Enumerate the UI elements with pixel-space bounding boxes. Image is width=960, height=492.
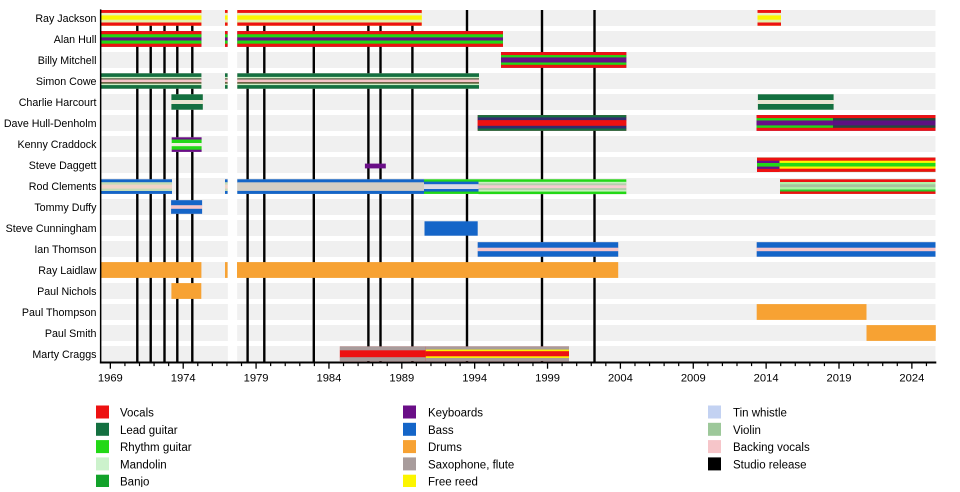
svg-text:Violin: Violin [733, 425, 761, 437]
svg-text:Mandolin: Mandolin [120, 459, 167, 471]
svg-text:Tin whistle: Tin whistle [733, 408, 787, 420]
svg-text:Backing vocals: Backing vocals [733, 442, 810, 454]
svg-text:Dave Hull-Denholm: Dave Hull-Denholm [4, 118, 97, 130]
svg-text:Ray Laidlaw: Ray Laidlaw [38, 265, 96, 277]
svg-text:Paul Smith: Paul Smith [45, 328, 97, 340]
svg-text:1974: 1974 [171, 372, 196, 384]
svg-text:Ian Thomson: Ian Thomson [34, 244, 96, 256]
svg-text:1969: 1969 [98, 372, 123, 384]
svg-text:Banjo: Banjo [120, 477, 149, 487]
svg-text:Simon Cowe: Simon Cowe [36, 76, 97, 88]
svg-text:Paul Nichols: Paul Nichols [37, 286, 96, 298]
svg-text:Steve Daggett: Steve Daggett [29, 160, 97, 172]
svg-text:Vocals: Vocals [120, 408, 154, 420]
svg-text:Steve Cunningham: Steve Cunningham [6, 223, 97, 235]
svg-text:1984: 1984 [316, 372, 341, 384]
svg-text:Studio release: Studio release [733, 459, 807, 471]
svg-text:1979: 1979 [244, 372, 269, 384]
svg-text:Free reed: Free reed [428, 477, 478, 487]
svg-text:Ray Jackson: Ray Jackson [35, 13, 96, 25]
svg-text:Drums: Drums [428, 442, 462, 454]
svg-text:1989: 1989 [389, 372, 414, 384]
svg-text:2004: 2004 [608, 372, 633, 384]
svg-text:Tommy Duffy: Tommy Duffy [34, 202, 97, 214]
svg-text:Keyboards: Keyboards [428, 408, 483, 420]
svg-text:Billy Mitchell: Billy Mitchell [38, 55, 97, 67]
svg-text:2009: 2009 [681, 372, 706, 384]
svg-text:Saxophone, flute: Saxophone, flute [428, 459, 514, 471]
svg-text:Marty Craggs: Marty Craggs [32, 349, 96, 361]
svg-text:Rhythm guitar: Rhythm guitar [120, 442, 192, 454]
svg-text:2014: 2014 [754, 372, 779, 384]
svg-text:Lead guitar: Lead guitar [120, 425, 178, 437]
svg-text:2019: 2019 [827, 372, 852, 384]
svg-text:Kenny Craddock: Kenny Craddock [17, 139, 97, 151]
svg-text:Charlie Harcourt: Charlie Harcourt [19, 97, 97, 109]
svg-text:1999: 1999 [535, 372, 560, 384]
svg-text:2024: 2024 [899, 372, 924, 384]
svg-text:Paul Thompson: Paul Thompson [22, 307, 97, 319]
svg-text:Bass: Bass [428, 425, 454, 437]
svg-text:1994: 1994 [462, 372, 487, 384]
svg-text:Alan Hull: Alan Hull [54, 34, 97, 46]
svg-text:Rod Clements: Rod Clements [29, 181, 97, 193]
